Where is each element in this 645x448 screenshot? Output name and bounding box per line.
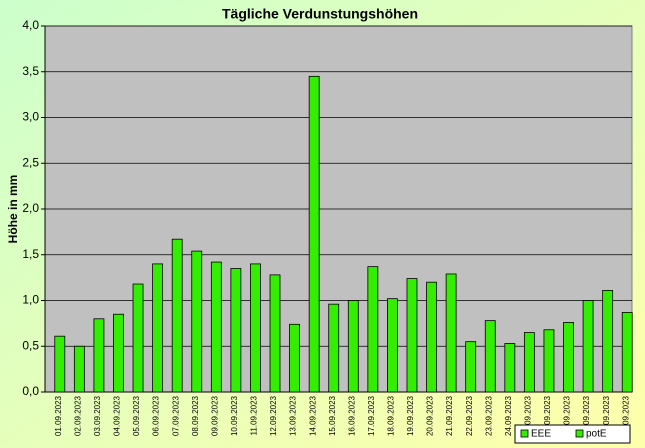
x-tick-label: 03.09.2023 — [93, 395, 102, 436]
bar — [73, 345, 85, 393]
bar — [445, 273, 457, 393]
x-tick-label: 17.09.2023 — [367, 395, 376, 436]
x-tick-label: 05.09.2023 — [132, 395, 141, 436]
bar — [171, 238, 183, 393]
y-tick-label: 2,5 — [22, 155, 39, 169]
bar — [113, 313, 124, 393]
x-tick-label: 27.09.2023 — [563, 395, 572, 436]
bar — [328, 303, 340, 393]
x-tick-label: 22.09.2023 — [465, 395, 474, 436]
x-tick-label: 15.09.2023 — [328, 395, 337, 436]
bar — [504, 343, 516, 393]
x-tick-label: 07.09.2023 — [171, 395, 180, 436]
bar — [563, 322, 574, 393]
x-tick-label: 04.09.2023 — [113, 395, 122, 436]
chart-title: Tägliche Verdunstungshöhen — [222, 6, 418, 22]
x-tick-label: 16.09.2023 — [347, 395, 356, 436]
x-tick-label: 10.09.2023 — [230, 395, 239, 436]
x-tick-label: 28.09.2023 — [582, 395, 591, 436]
x-tick-label: 24.09.2023 — [504, 395, 513, 436]
bar — [367, 266, 379, 393]
x-tick-label: 25.09.2023 — [523, 395, 532, 436]
x-tick-label: 01.09.2023 — [54, 395, 63, 436]
bar — [210, 261, 222, 393]
bar — [230, 268, 242, 393]
x-tick-label: 09.09.2023 — [210, 395, 219, 436]
y-tick-label: 4,0 — [22, 18, 39, 32]
bar — [289, 323, 300, 393]
bar — [484, 320, 496, 393]
bar — [93, 318, 105, 393]
y-tick-label: 0,0 — [22, 384, 39, 398]
y-tick-label: 3,5 — [22, 64, 39, 78]
legend-label: EEE — [531, 429, 551, 440]
y-tick-label: 3,0 — [22, 110, 39, 124]
x-tick-label: 30.09.2023 — [621, 395, 630, 436]
x-tick-label: 18.09.2023 — [387, 395, 396, 436]
y-tick-label: 0,5 — [22, 338, 39, 352]
bar — [523, 332, 535, 393]
x-tick-label: 23.09.2023 — [484, 395, 493, 436]
bar — [465, 341, 477, 393]
legend-swatch — [575, 429, 584, 438]
bar — [191, 250, 203, 393]
x-tick-label: 11.09.2023 — [250, 395, 259, 435]
x-tick-label: 06.09.2023 — [152, 395, 161, 436]
bar — [152, 263, 164, 393]
x-tick-label: 08.09.2023 — [191, 395, 200, 436]
bar — [54, 335, 66, 393]
x-tick-label: 26.09.2023 — [543, 395, 552, 436]
x-tick-label: 02.09.2023 — [73, 395, 82, 436]
legend-box — [514, 424, 631, 444]
x-tick-label: 29.09.2023 — [602, 395, 611, 436]
x-tick-label: 14.09.2023 — [308, 395, 317, 436]
bar — [406, 278, 418, 393]
x-tick-label: 21.09.2023 — [445, 395, 454, 436]
bar — [621, 311, 633, 393]
x-tick-label: 13.09.2023 — [289, 395, 298, 436]
bar — [347, 300, 359, 393]
y-tick-label: 2,0 — [22, 201, 39, 215]
y-tick-label: 1,5 — [22, 247, 39, 261]
bar — [543, 329, 555, 393]
bar — [582, 300, 594, 393]
x-tick-label: 19.09.2023 — [406, 395, 415, 436]
bar — [602, 290, 614, 393]
legend-label: potE — [586, 429, 607, 440]
legend-swatch — [520, 429, 529, 438]
bar — [250, 263, 261, 393]
bar — [308, 75, 320, 393]
x-tick-label: 12.09.2023 — [269, 395, 278, 436]
y-axis-label: Höhe in mm — [6, 175, 20, 244]
bar — [387, 298, 398, 393]
x-tick-label: 20.09.2023 — [426, 395, 435, 436]
bar — [426, 281, 437, 393]
bar — [269, 274, 281, 393]
y-tick-label: 1,0 — [22, 293, 39, 307]
bar — [132, 283, 144, 393]
